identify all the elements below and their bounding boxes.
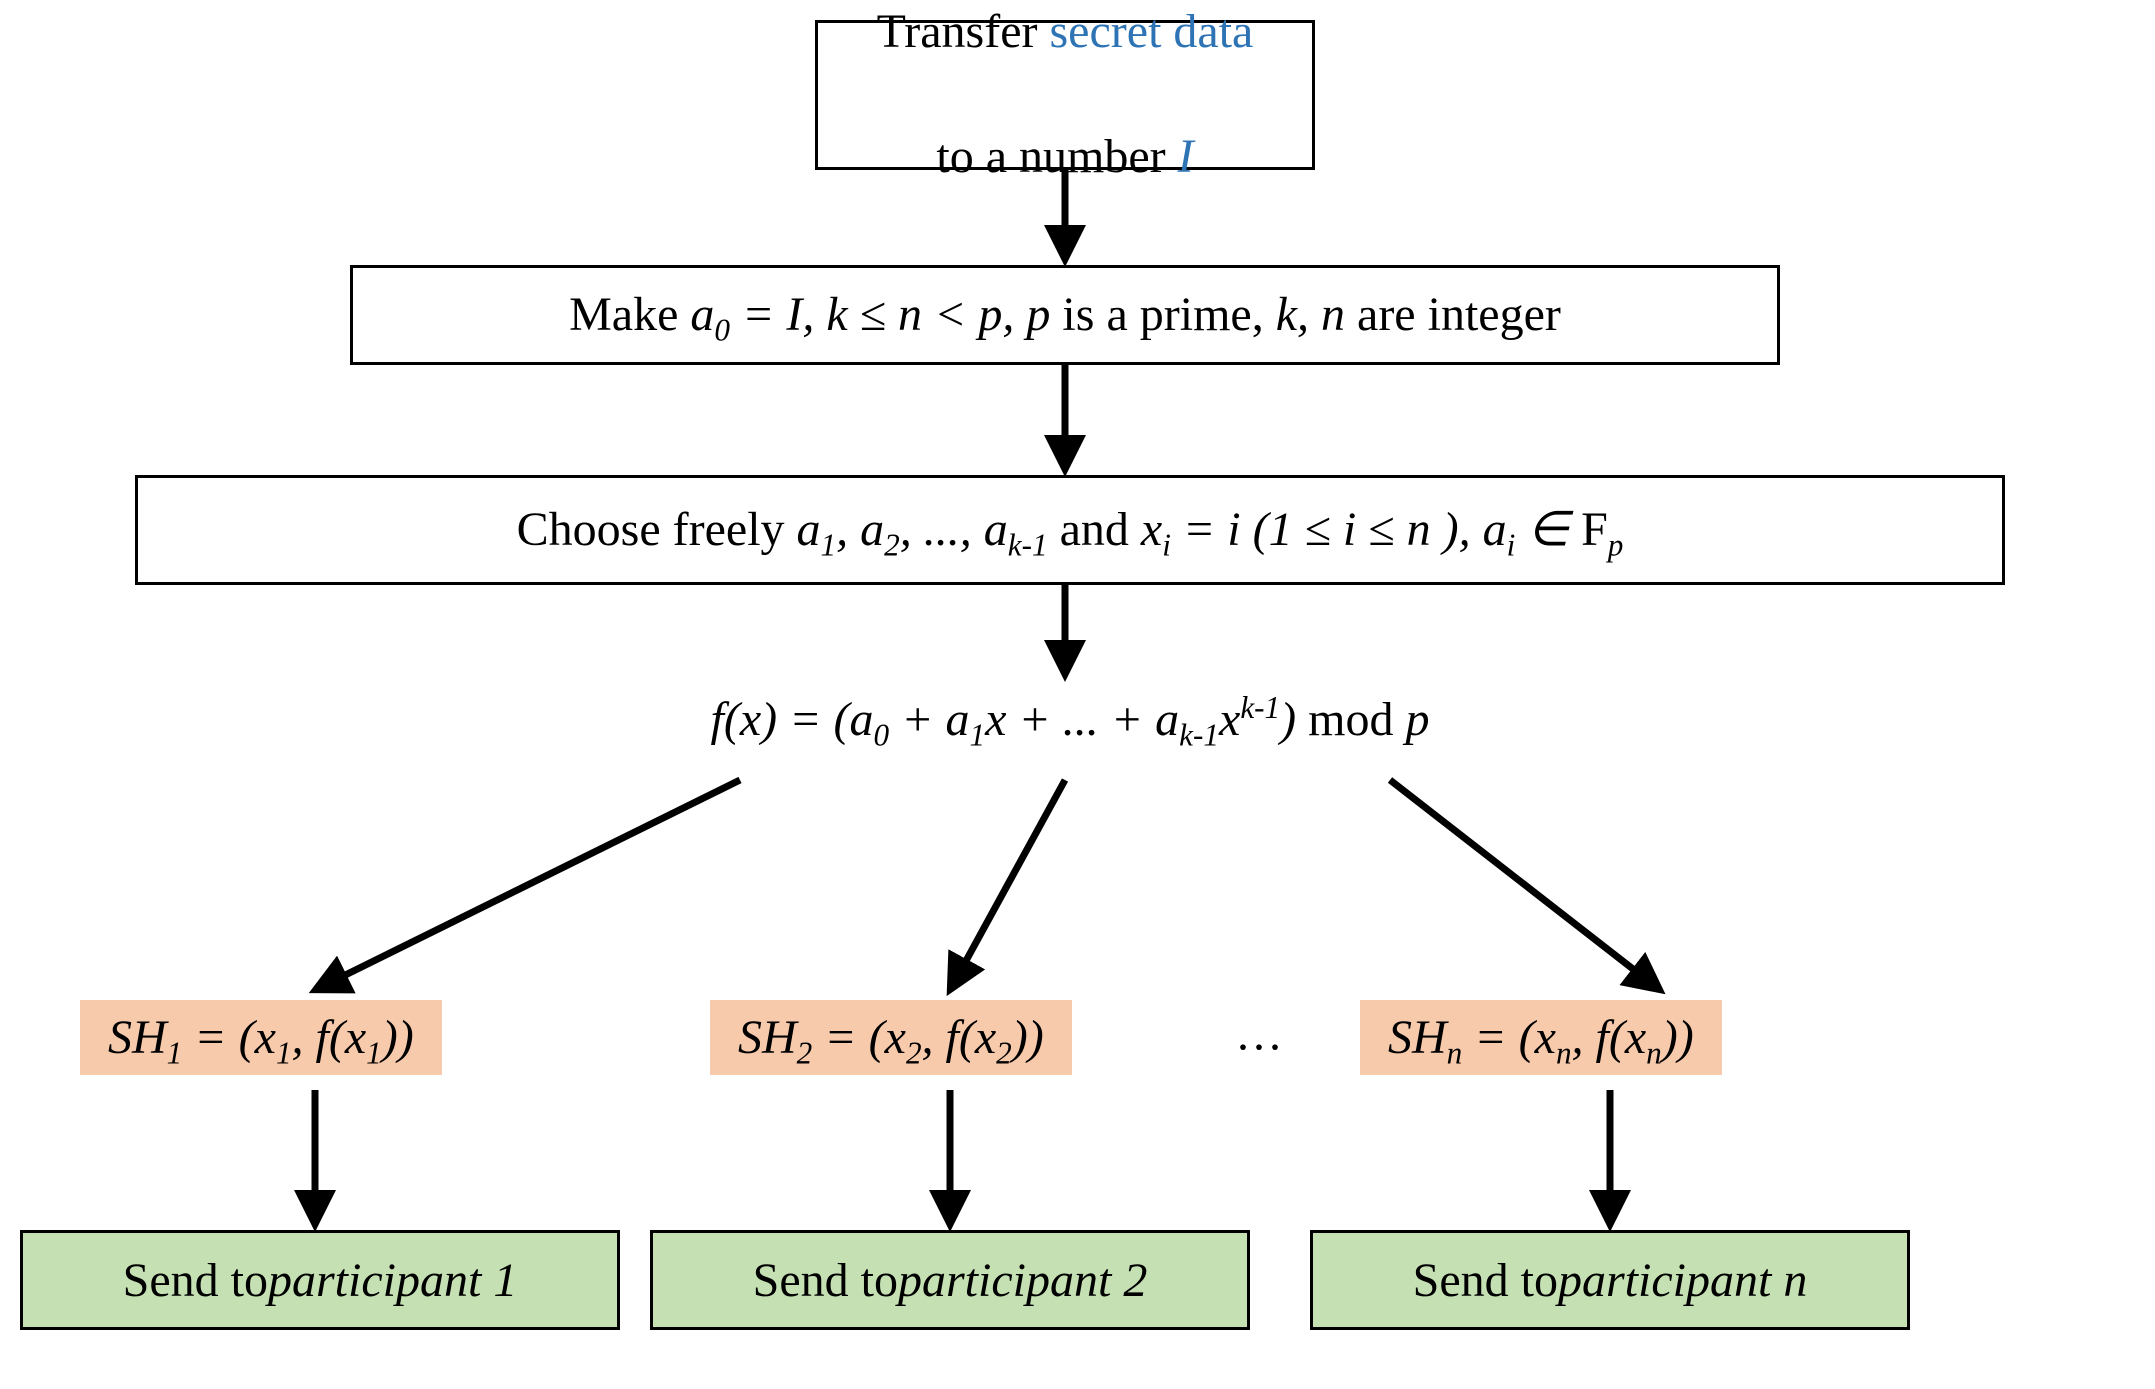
n3-math2: xi = i (1 ≤ i ≤ n ), ai ∈ [1141, 503, 1581, 556]
node-participant-n: Send to participant n [1310, 1230, 1910, 1330]
ellipsis: ··· [1235, 1020, 1283, 1075]
node-transfer: Transfer secret data to a number I [815, 20, 1315, 170]
n1-mid: to a number [936, 130, 1177, 183]
n3-mid: and [1048, 503, 1141, 556]
n2-suffix: are integer [1345, 288, 1561, 341]
p2-ital: participant 2 [898, 1253, 1147, 1308]
n4-mod: mod [1308, 689, 1393, 751]
node-participant-1: Send to participant 1 [20, 1230, 620, 1330]
node-make: Make a0 = I, k ≤ n < p, p is a prime, k,… [350, 265, 1780, 365]
sh2-text: SH2 = (x2, f(x2)) [738, 1010, 1044, 1065]
n4-formula: f(x) = (a0 + a1x + ... + ak-1xk-1) [711, 689, 1297, 751]
shn-text: SHn = (xn, f(xn)) [1388, 1010, 1694, 1065]
node-sh2: SH2 = (x2, f(x2)) [710, 1000, 1072, 1075]
p1-prefix: Send to [123, 1253, 268, 1308]
n1-accent2: I [1178, 130, 1194, 183]
edge-n4-shn [1390, 780, 1660, 990]
p2-prefix: Send to [753, 1253, 898, 1308]
p1-ital: participant 1 [268, 1253, 517, 1308]
node-polynomial: f(x) = (a0 + a1x + ... + ak-1xk-1) mod p [470, 680, 1670, 760]
n2-mid: is a prime, [1050, 288, 1263, 341]
pn-prefix: Send to [1413, 1253, 1558, 1308]
pn-ital: participant n [1558, 1253, 1807, 1308]
edge-n4-sh2 [950, 780, 1065, 990]
n2-prefix: Make [569, 288, 690, 341]
n3-math: a1, a2, ..., ak-1 [797, 503, 1048, 556]
n4-p: p [1405, 689, 1429, 751]
n2-math: a0 = I, k ≤ n < p, p [690, 288, 1050, 341]
n3-Fp: Fp [1581, 503, 1623, 556]
n2-math2: k, n [1264, 288, 1345, 341]
node-participant-2: Send to participant 2 [650, 1230, 1250, 1330]
n1-prefix: Transfer [877, 5, 1050, 58]
edge-n4-sh1 [315, 780, 740, 990]
node-sh1: SH1 = (x1, f(x1)) [80, 1000, 442, 1075]
node-shn: SHn = (xn, f(xn)) [1360, 1000, 1722, 1075]
flowchart-root: Transfer secret data to a number I Make … [20, 20, 2135, 1369]
n3-prefix: Choose freely [517, 503, 797, 556]
sh1-text: SH1 = (x1, f(x1)) [108, 1010, 414, 1065]
n1-accent1: secret data [1050, 5, 1254, 58]
node-choose: Choose freely a1, a2, ..., ak-1 and xi =… [135, 475, 2005, 585]
